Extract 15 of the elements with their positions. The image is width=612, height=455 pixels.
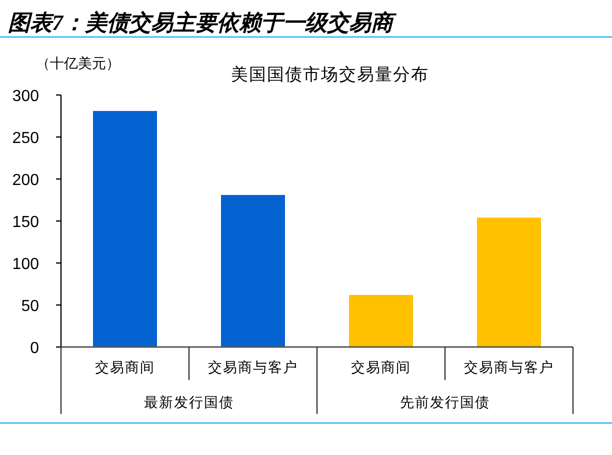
y-tick-label: 200 bbox=[12, 172, 40, 189]
y-tick-label: 50 bbox=[21, 298, 40, 315]
y-tick-label: 150 bbox=[12, 214, 40, 231]
ylabel: （十亿美元） bbox=[36, 57, 120, 72]
x-tick-label: 交易商与客户 bbox=[208, 360, 298, 376]
y-tick-label: 0 bbox=[30, 340, 40, 357]
y-tick-label: 250 bbox=[12, 130, 40, 147]
y-tick-label: 300 bbox=[12, 88, 40, 105]
annotation: 最新发行国债 bbox=[144, 396, 234, 411]
x-tick-label: 交易商间 bbox=[95, 360, 155, 376]
annotation: 先前发行国债 bbox=[400, 396, 490, 411]
x-tick-label: 交易商与客户 bbox=[464, 360, 554, 376]
y-tick-label: 100 bbox=[12, 256, 40, 273]
x-tick-label: 交易商间 bbox=[351, 360, 411, 376]
subtitle: 美国国债市场交易量分布 bbox=[231, 65, 429, 84]
